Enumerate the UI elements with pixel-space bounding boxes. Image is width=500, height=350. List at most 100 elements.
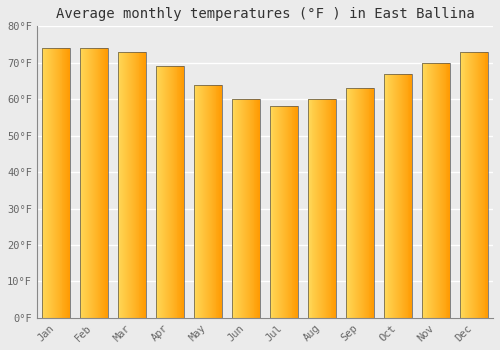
Bar — [470, 52, 471, 318]
Bar — [201, 85, 202, 318]
Bar — [403, 74, 404, 318]
Bar — [203, 85, 204, 318]
Bar — [359, 88, 360, 318]
Bar — [182, 66, 183, 318]
Bar — [437, 63, 438, 318]
Bar — [118, 52, 146, 318]
Bar — [131, 52, 132, 318]
Bar — [162, 66, 163, 318]
Bar — [259, 99, 260, 318]
Bar — [212, 85, 214, 318]
Bar — [46, 48, 48, 318]
Bar — [207, 85, 208, 318]
Bar — [66, 48, 67, 318]
Bar — [95, 48, 96, 318]
Bar — [94, 48, 95, 318]
Bar — [404, 74, 406, 318]
Bar — [322, 99, 323, 318]
Bar — [297, 106, 298, 318]
Bar — [91, 48, 92, 318]
Bar — [67, 48, 68, 318]
Bar — [312, 99, 314, 318]
Bar — [57, 48, 58, 318]
Bar — [462, 52, 464, 318]
Bar — [174, 66, 176, 318]
Bar — [42, 48, 70, 318]
Bar — [442, 63, 444, 318]
Bar — [464, 52, 466, 318]
Bar — [171, 66, 172, 318]
Bar — [441, 63, 442, 318]
Bar — [354, 88, 355, 318]
Bar — [372, 88, 374, 318]
Bar — [424, 63, 426, 318]
Bar — [172, 66, 174, 318]
Bar — [124, 52, 125, 318]
Bar — [435, 63, 436, 318]
Bar — [279, 106, 280, 318]
Bar — [242, 99, 243, 318]
Bar — [170, 66, 171, 318]
Bar — [396, 74, 397, 318]
Bar — [394, 74, 395, 318]
Bar — [324, 99, 325, 318]
Bar — [475, 52, 476, 318]
Bar — [410, 74, 412, 318]
Bar — [204, 85, 205, 318]
Bar — [241, 99, 242, 318]
Bar — [93, 48, 94, 318]
Bar — [368, 88, 370, 318]
Bar — [105, 48, 106, 318]
Bar — [62, 48, 64, 318]
Bar — [42, 48, 43, 318]
Bar — [196, 85, 198, 318]
Bar — [250, 99, 252, 318]
Bar — [232, 99, 260, 318]
Bar — [272, 106, 274, 318]
Bar — [51, 48, 52, 318]
Bar — [280, 106, 281, 318]
Bar — [55, 48, 56, 318]
Title: Average monthly temperatures (°F ) in East Ballina: Average monthly temperatures (°F ) in Ea… — [56, 7, 474, 21]
Bar — [218, 85, 220, 318]
Bar — [477, 52, 478, 318]
Bar — [220, 85, 221, 318]
Bar — [480, 52, 482, 318]
Bar — [438, 63, 439, 318]
Bar — [118, 52, 120, 318]
Bar — [288, 106, 290, 318]
Bar — [236, 99, 238, 318]
Bar — [284, 106, 285, 318]
Bar — [326, 99, 328, 318]
Bar — [243, 99, 244, 318]
Bar — [107, 48, 108, 318]
Bar — [44, 48, 46, 318]
Bar — [205, 85, 206, 318]
Bar — [100, 48, 102, 318]
Bar — [476, 52, 477, 318]
Bar — [283, 106, 284, 318]
Bar — [216, 85, 218, 318]
Bar — [198, 85, 200, 318]
Bar — [398, 74, 399, 318]
Bar — [240, 99, 241, 318]
Bar — [460, 52, 488, 318]
Bar — [130, 52, 131, 318]
Bar — [318, 99, 319, 318]
Bar — [352, 88, 354, 318]
Bar — [128, 52, 129, 318]
Bar — [332, 99, 334, 318]
Bar — [408, 74, 410, 318]
Bar — [209, 85, 210, 318]
Bar — [142, 52, 144, 318]
Bar — [60, 48, 62, 318]
Bar — [86, 48, 87, 318]
Bar — [156, 66, 184, 318]
Bar — [314, 99, 316, 318]
Bar — [168, 66, 169, 318]
Bar — [254, 99, 256, 318]
Bar — [400, 74, 401, 318]
Bar — [440, 63, 441, 318]
Bar — [472, 52, 473, 318]
Bar — [194, 85, 196, 318]
